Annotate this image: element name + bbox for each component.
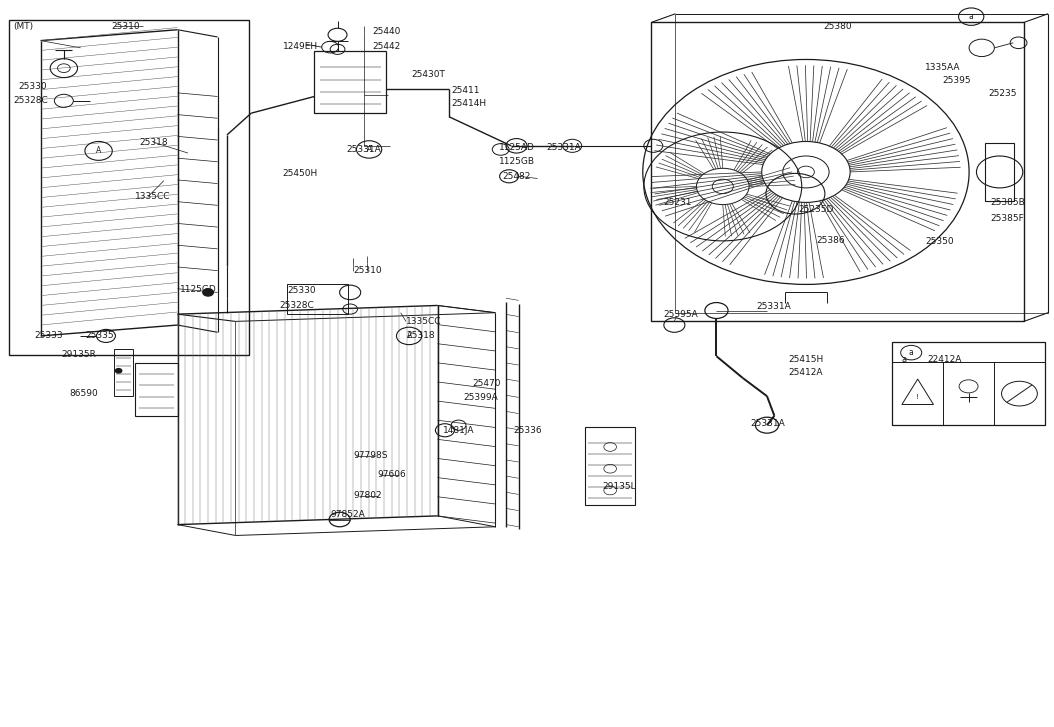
- Text: 29135L: 29135L: [603, 482, 637, 491]
- Bar: [9, 20, 249, 355]
- Bar: [135, 363, 177, 416]
- Text: 25330: 25330: [287, 286, 315, 295]
- Text: 25235D: 25235D: [799, 205, 834, 214]
- Bar: [115, 349, 133, 396]
- Text: 25231: 25231: [664, 198, 692, 207]
- Text: 97606: 97606: [377, 470, 406, 479]
- Text: A: A: [407, 332, 412, 340]
- Text: 25350: 25350: [925, 237, 954, 246]
- Text: 97798S: 97798S: [353, 451, 388, 460]
- Text: 25386: 25386: [817, 236, 845, 245]
- Text: 25395A: 25395A: [664, 310, 699, 318]
- Text: a: a: [909, 348, 914, 357]
- Text: 25235: 25235: [988, 89, 1016, 98]
- Text: 1125GD: 1125GD: [179, 285, 216, 294]
- Text: 25414H: 25414H: [451, 99, 486, 108]
- Text: a: a: [969, 12, 974, 21]
- Text: 25399A: 25399A: [464, 393, 499, 402]
- Text: 25331A: 25331A: [346, 145, 380, 154]
- Bar: [287, 284, 348, 314]
- Text: 25412A: 25412A: [788, 369, 822, 377]
- Text: 29135R: 29135R: [62, 350, 97, 358]
- Text: 1335AA: 1335AA: [925, 63, 960, 72]
- Text: 25331A: 25331A: [546, 143, 581, 153]
- Text: 25470: 25470: [472, 379, 501, 387]
- Text: 25310: 25310: [353, 266, 382, 275]
- Text: (MT): (MT): [14, 22, 34, 31]
- Bar: [984, 143, 1014, 201]
- Text: 25430T: 25430T: [411, 71, 445, 79]
- Text: 25328C: 25328C: [279, 301, 314, 310]
- Text: 25395: 25395: [942, 76, 972, 85]
- Text: 1335CC: 1335CC: [406, 317, 442, 326]
- Bar: [943, 362, 994, 425]
- Text: 97852A: 97852A: [330, 510, 365, 519]
- Text: A: A: [96, 146, 101, 156]
- Bar: [585, 427, 636, 505]
- Text: 25331A: 25331A: [750, 419, 785, 427]
- Text: 25310: 25310: [112, 22, 140, 31]
- Text: 25450H: 25450H: [282, 169, 318, 178]
- Text: 25385B: 25385B: [990, 198, 1024, 207]
- Text: 1481JA: 1481JA: [443, 427, 474, 435]
- Bar: [314, 52, 386, 113]
- Text: 25335: 25335: [85, 332, 114, 340]
- Text: 25336: 25336: [513, 427, 542, 435]
- Bar: [893, 342, 1045, 425]
- Text: 25415H: 25415H: [788, 356, 823, 364]
- Text: 25318: 25318: [406, 332, 434, 340]
- Text: 25380: 25380: [824, 22, 853, 31]
- Text: 97802: 97802: [353, 491, 382, 500]
- Text: 1125GB: 1125GB: [499, 157, 534, 166]
- Bar: [994, 362, 1045, 425]
- Text: 25331A: 25331A: [757, 302, 792, 311]
- Text: 25482: 25482: [503, 172, 531, 181]
- Text: 22412A: 22412A: [926, 356, 961, 364]
- Text: a: a: [901, 356, 906, 364]
- Text: 25411: 25411: [451, 87, 480, 95]
- Text: 1335CC: 1335CC: [135, 192, 171, 201]
- Text: !: !: [916, 393, 919, 400]
- Circle shape: [202, 289, 213, 296]
- Text: 25385F: 25385F: [990, 214, 1023, 223]
- Text: 25328C: 25328C: [14, 97, 48, 105]
- Circle shape: [116, 369, 122, 373]
- Text: 1249EH: 1249EH: [282, 42, 318, 51]
- Text: 25318: 25318: [139, 137, 169, 147]
- Bar: [651, 23, 1023, 321]
- Text: A: A: [367, 145, 372, 154]
- Text: 25330: 25330: [19, 82, 47, 91]
- Text: 25440: 25440: [372, 28, 401, 36]
- Text: 1125AD: 1125AD: [499, 143, 534, 153]
- Text: 25442: 25442: [372, 42, 401, 51]
- Text: 86590: 86590: [70, 390, 98, 398]
- Bar: [893, 362, 943, 425]
- Text: 25333: 25333: [35, 332, 63, 340]
